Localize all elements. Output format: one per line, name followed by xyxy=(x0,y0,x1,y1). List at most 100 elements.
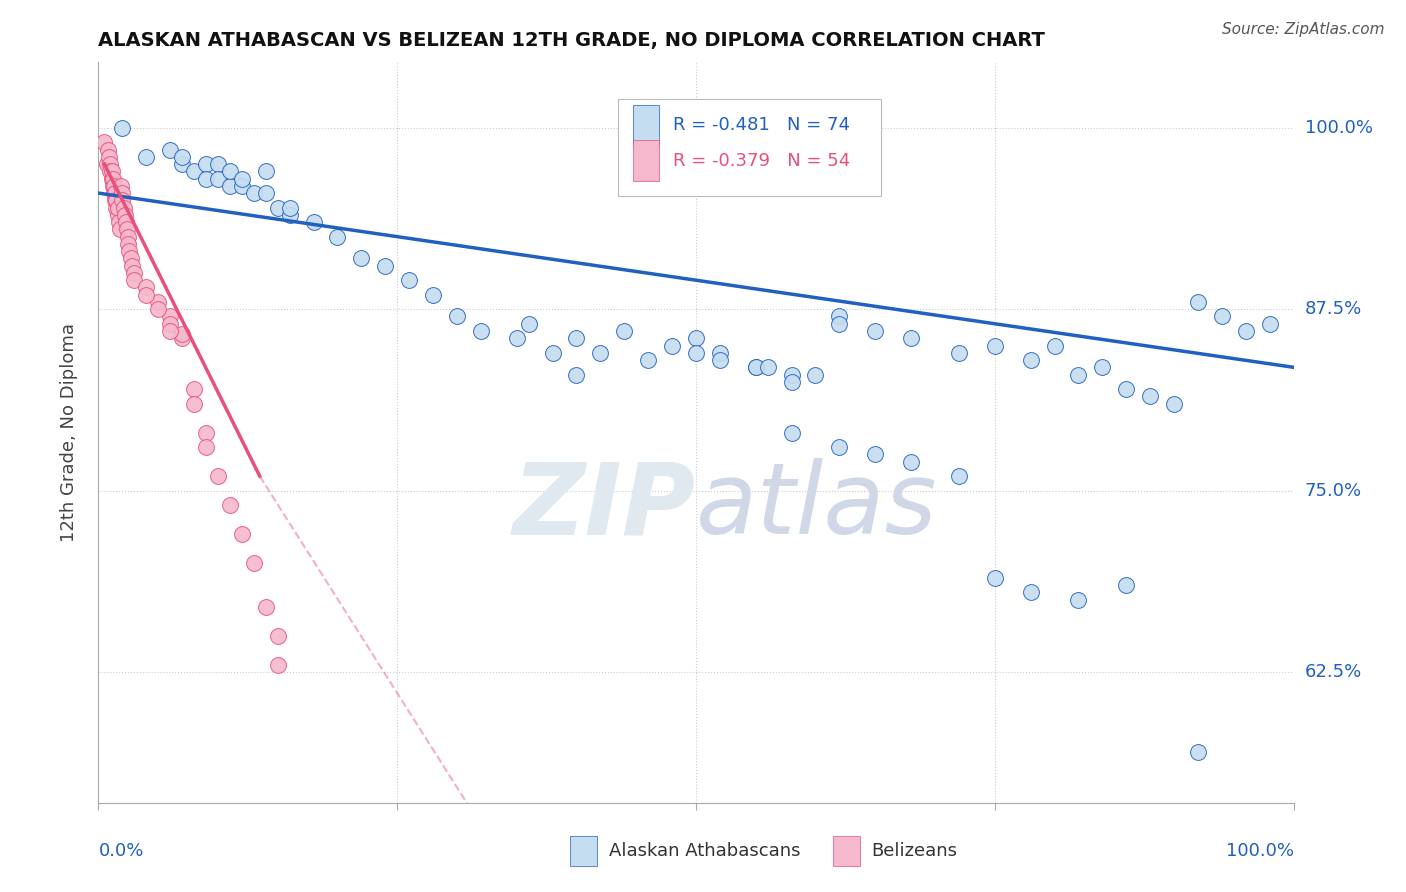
Point xyxy=(267,629,290,643)
Point xyxy=(302,215,325,229)
Point xyxy=(124,266,146,280)
Text: 75.0%: 75.0% xyxy=(1305,482,1362,500)
Point xyxy=(900,331,922,345)
Point xyxy=(984,571,1007,585)
Point xyxy=(219,498,242,512)
Text: Belizeans: Belizeans xyxy=(872,842,957,860)
Point xyxy=(107,201,129,215)
Point xyxy=(183,164,205,178)
Text: Alaskan Athabascans: Alaskan Athabascans xyxy=(609,842,800,860)
Point xyxy=(104,186,127,200)
Point xyxy=(589,345,612,359)
Point xyxy=(103,178,125,193)
Point xyxy=(267,657,290,672)
Point xyxy=(1067,592,1090,607)
Point xyxy=(100,171,122,186)
Point xyxy=(254,599,277,614)
Point xyxy=(110,178,132,193)
Point xyxy=(207,469,229,483)
Point xyxy=(756,360,779,375)
Text: R = -0.481   N = 74: R = -0.481 N = 74 xyxy=(673,116,851,135)
Point xyxy=(1019,585,1042,599)
Point xyxy=(97,143,120,157)
Point xyxy=(1115,578,1137,592)
Point xyxy=(135,150,157,164)
Point xyxy=(243,186,266,200)
Bar xyxy=(571,836,596,866)
Point xyxy=(1234,324,1257,338)
Text: 100.0%: 100.0% xyxy=(1226,842,1294,860)
Point xyxy=(1211,310,1233,324)
Point xyxy=(1115,382,1137,396)
Point xyxy=(254,164,277,178)
Point xyxy=(865,447,887,461)
Point xyxy=(613,324,636,338)
Point xyxy=(103,186,125,200)
Point xyxy=(565,368,588,382)
Point xyxy=(1187,745,1209,759)
Bar xyxy=(834,836,859,866)
Point xyxy=(98,164,122,178)
Point xyxy=(1043,338,1066,352)
Point xyxy=(219,178,242,193)
Point xyxy=(183,382,205,396)
Point xyxy=(105,194,128,208)
Text: 0.0%: 0.0% xyxy=(98,842,143,860)
Point xyxy=(948,345,970,359)
Point xyxy=(984,338,1007,352)
Point xyxy=(172,150,194,164)
Point xyxy=(148,302,170,317)
Point xyxy=(1258,317,1281,331)
Point xyxy=(108,222,131,236)
Point xyxy=(101,171,124,186)
Point xyxy=(1067,368,1090,382)
Text: ZIP: ZIP xyxy=(513,458,696,555)
Bar xyxy=(633,140,659,181)
Point xyxy=(195,440,218,454)
Point xyxy=(326,229,349,244)
Point xyxy=(517,317,540,331)
Point xyxy=(780,425,803,440)
Text: 87.5%: 87.5% xyxy=(1305,301,1362,318)
Point xyxy=(1187,295,1209,310)
Point xyxy=(219,164,242,178)
Point xyxy=(112,201,135,215)
Point xyxy=(111,194,134,208)
Point xyxy=(278,201,301,215)
Point xyxy=(828,317,851,331)
Point xyxy=(828,440,851,454)
Point xyxy=(231,527,253,541)
Point xyxy=(446,310,468,324)
Point xyxy=(114,208,136,222)
Point xyxy=(159,143,181,157)
Point xyxy=(267,201,290,215)
Point xyxy=(115,215,138,229)
Point xyxy=(100,164,122,178)
Point xyxy=(98,150,121,164)
Point xyxy=(231,178,253,193)
Point xyxy=(865,324,887,338)
Point xyxy=(780,368,803,382)
Point xyxy=(93,136,115,150)
Point xyxy=(159,310,181,324)
Point xyxy=(172,326,194,341)
Text: Source: ZipAtlas.com: Source: ZipAtlas.com xyxy=(1222,22,1385,37)
Point xyxy=(709,353,731,368)
Point xyxy=(124,273,146,287)
Point xyxy=(350,252,373,266)
Point xyxy=(104,194,127,208)
Text: ALASKAN ATHABASCAN VS BELIZEAN 12TH GRADE, NO DIPLOMA CORRELATION CHART: ALASKAN ATHABASCAN VS BELIZEAN 12TH GRAD… xyxy=(98,30,1045,50)
Point xyxy=(1139,389,1161,403)
Point xyxy=(506,331,529,345)
Point xyxy=(135,280,157,294)
Point xyxy=(745,360,768,375)
Point xyxy=(172,157,194,171)
Point xyxy=(195,157,218,171)
Point xyxy=(183,396,205,410)
Bar xyxy=(633,105,659,145)
Point xyxy=(398,273,420,287)
Point xyxy=(159,317,181,331)
Point xyxy=(207,157,229,171)
Point xyxy=(1091,360,1114,375)
Point xyxy=(107,215,129,229)
